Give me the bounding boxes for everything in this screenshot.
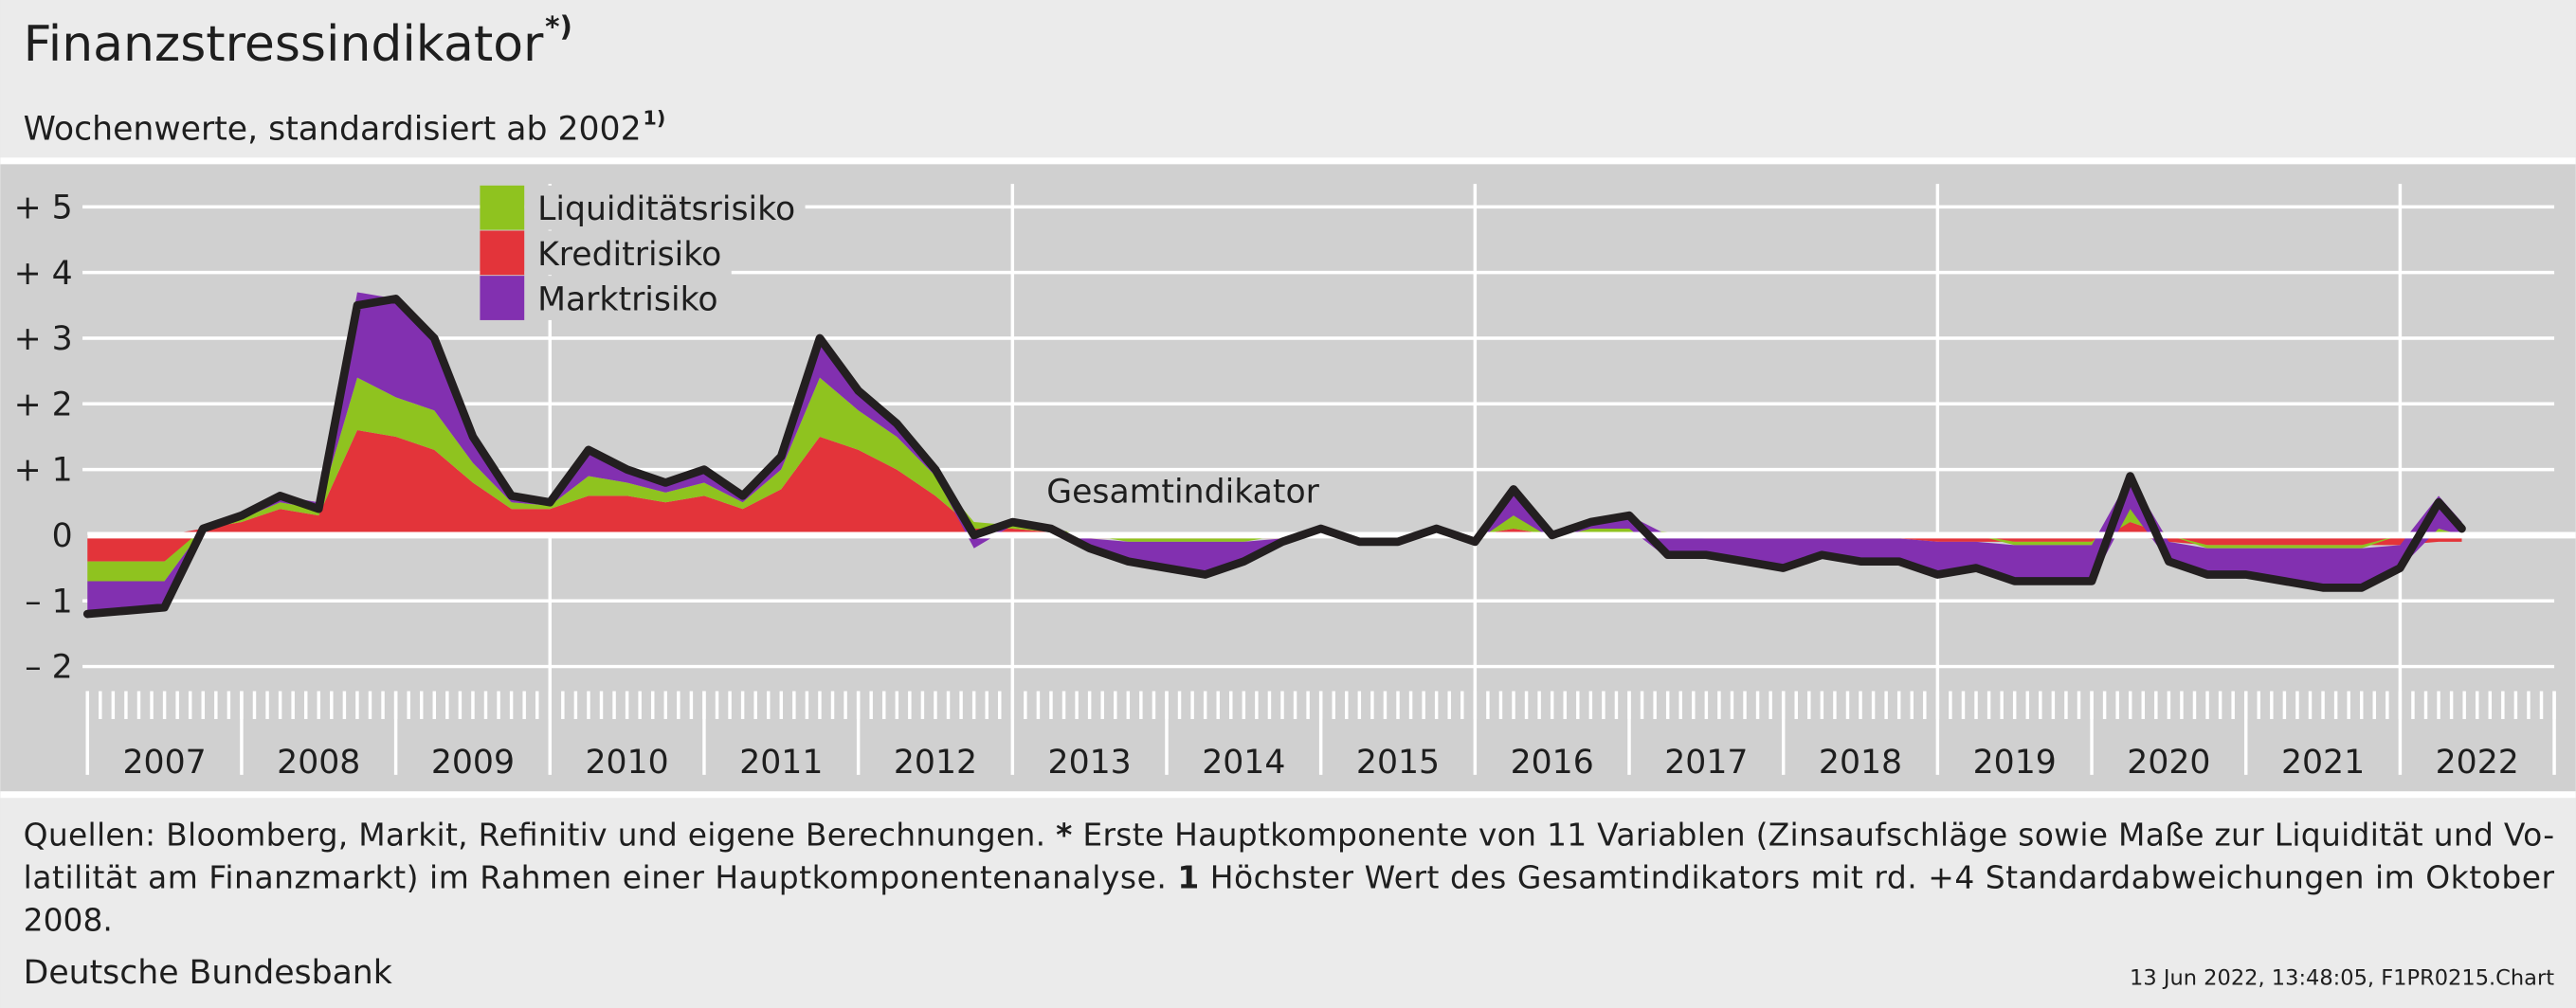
chart-subtitle: Wochenwerte, standardisiert ab 2002 (24, 110, 642, 148)
legend-background (524, 185, 806, 230)
legend-label: Liquiditätsrisiko (537, 190, 795, 228)
line (82, 295, 2466, 619)
subtitle-note: 1) (643, 107, 665, 130)
x-tick-label: 2018 (1819, 744, 1902, 782)
footnote-part: Erste Hauptkomponente von 11 Variablen (… (1073, 816, 2554, 853)
timestamp: 13 Jun 2022, 13:48:05, F1PR0215.Chart (2130, 966, 2554, 991)
footnote-part: Höchster Wert des Gesamtindikators mit r… (1200, 858, 2555, 895)
y-tick-label: 0 (52, 517, 73, 555)
x-tick-label: 2017 (1664, 744, 1748, 782)
y-tick-label: – 1 (25, 583, 72, 621)
x-tick-label: 2012 (894, 744, 977, 782)
legend-swatch (480, 230, 525, 276)
y-tick-label: + 2 (14, 386, 73, 423)
y-tick-label: – 2 (25, 649, 72, 687)
legend-label: Marktrisiko (537, 281, 718, 319)
legend-swatch (480, 276, 525, 320)
x-tick-label: 2021 (2281, 744, 2365, 782)
x-tick-label: 2007 (123, 744, 207, 782)
area (87, 430, 2462, 562)
chart-title: Finanzstressindikator (24, 16, 544, 73)
footnote-part: 1 (1177, 858, 1199, 895)
footnote-part: 2008. (24, 902, 113, 939)
footnote: 2008. (24, 902, 113, 939)
x-tick-label: 2020 (2127, 744, 2210, 782)
x-tick-label: 2013 (1048, 744, 1132, 782)
x-tick-label: 2019 (1973, 744, 2057, 782)
legend-label: Kreditrisiko (537, 236, 721, 274)
legend-swatch (480, 185, 525, 230)
source: Deutsche Bundesbank (24, 954, 392, 992)
y-tick-label: + 5 (14, 189, 73, 226)
x-tick-label: 2022 (2436, 744, 2519, 782)
x-tick-label: 2011 (739, 744, 823, 782)
x-tick-label: 2009 (431, 744, 515, 782)
footnote-part: Quellen: Bloomberg, Markit, Refinitiv un… (24, 816, 1056, 853)
x-tick-label: 2014 (1202, 744, 1285, 782)
footnote-part: latilität am Finanzmarkt) im Rahmen eine… (24, 858, 1177, 895)
footnote: Quellen: Bloomberg, Markit, Refinitiv un… (24, 816, 2554, 853)
x-tick-label: 2016 (1511, 744, 1594, 782)
legend-background (524, 276, 729, 320)
y-tick-label: + 1 (14, 452, 73, 490)
y-tick-label: + 4 (14, 255, 73, 293)
x-tick-label: 2010 (586, 744, 669, 782)
x-tick-label: 2015 (1356, 744, 1440, 782)
title-note: *) (545, 10, 572, 43)
footnote: latilität am Finanzmarkt) im Rahmen eine… (24, 858, 2555, 895)
line-label: Gesamtindikator (1046, 473, 1319, 511)
label-background (1038, 473, 1328, 513)
x-tick-label: 2008 (277, 744, 360, 782)
footnote-part: * (1056, 816, 1072, 853)
legend-background (524, 230, 732, 276)
y-tick-label: + 3 (14, 320, 73, 358)
